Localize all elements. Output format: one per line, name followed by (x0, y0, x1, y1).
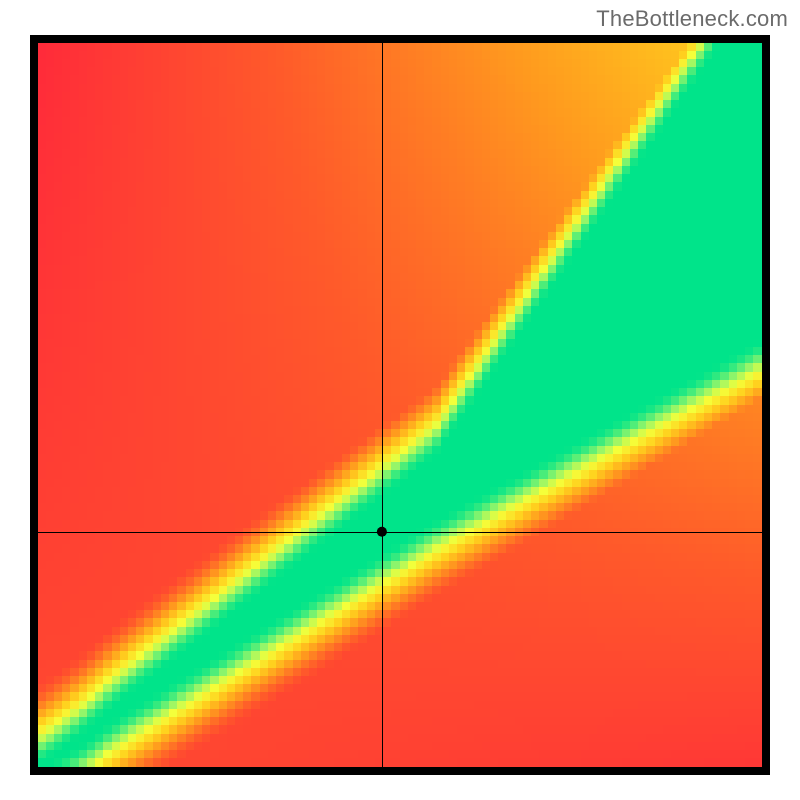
bottleneck-heatmap (0, 0, 800, 800)
chart-container: TheBottleneck.com (0, 0, 800, 800)
watermark-text: TheBottleneck.com (596, 6, 788, 32)
